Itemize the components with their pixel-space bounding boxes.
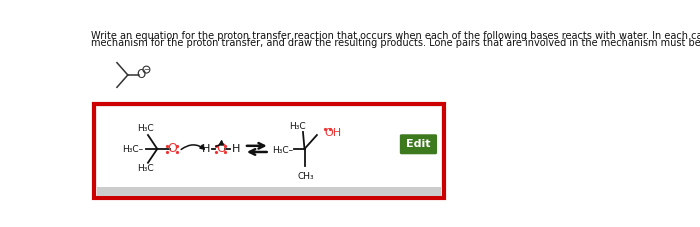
Text: H₃C: H₃C <box>136 124 153 133</box>
Text: −: − <box>144 67 149 73</box>
FancyBboxPatch shape <box>400 134 437 154</box>
Text: Edit: Edit <box>406 139 430 149</box>
FancyArrowPatch shape <box>181 145 204 150</box>
Text: O: O <box>167 142 177 155</box>
Bar <box>97 188 441 196</box>
Text: O: O <box>216 142 225 155</box>
Text: H₃C: H₃C <box>136 164 153 173</box>
Text: H: H <box>202 144 211 154</box>
FancyArrowPatch shape <box>216 141 223 146</box>
Bar <box>94 104 444 198</box>
Text: O: O <box>136 69 146 81</box>
Text: mechanism for the proton transfer, and draw the resulting products. Lone pairs t: mechanism for the proton transfer, and d… <box>90 38 700 48</box>
Text: H₃C: H₃C <box>288 122 305 131</box>
Text: CH₃: CH₃ <box>298 172 314 181</box>
Bar <box>97 107 441 189</box>
Text: H: H <box>232 144 240 154</box>
Text: H₃C–: H₃C– <box>122 145 144 154</box>
Text: OH: OH <box>325 128 342 138</box>
Text: Write an equation for the proton transfer reaction that occurs when each of the : Write an equation for the proton transfe… <box>90 31 700 41</box>
Text: H₃C–: H₃C– <box>272 146 293 155</box>
